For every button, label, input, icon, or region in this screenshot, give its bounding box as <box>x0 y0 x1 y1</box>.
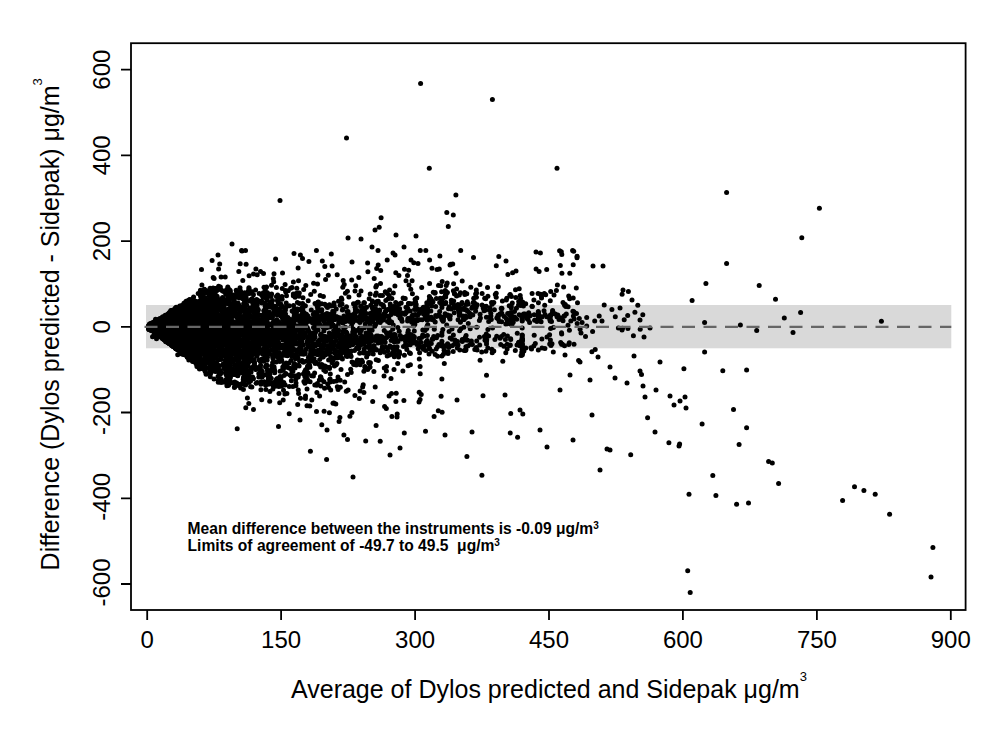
svg-text:Average of Dylos predicted and: Average of Dylos predicted and Sidepak μ… <box>291 669 807 703</box>
svg-text:600: 600 <box>88 50 115 90</box>
svg-text:900: 900 <box>931 626 971 653</box>
svg-text:Limits of agreement of -49.7 t: Limits of agreement of -49.7 to 49.5 μg/… <box>188 537 501 554</box>
svg-text:-200: -200 <box>88 387 115 435</box>
svg-text:-400: -400 <box>88 473 115 521</box>
svg-text:450: 450 <box>529 626 569 653</box>
svg-text:200: 200 <box>88 221 115 261</box>
svg-text:400: 400 <box>88 135 115 175</box>
svg-text:-600: -600 <box>88 558 115 606</box>
svg-text:150: 150 <box>261 626 301 653</box>
svg-text:300: 300 <box>395 626 435 653</box>
svg-text:0: 0 <box>141 626 154 653</box>
svg-text:0: 0 <box>88 320 115 333</box>
svg-text:Mean difference between the in: Mean difference between the instruments … <box>188 520 600 537</box>
svg-text:600: 600 <box>663 626 703 653</box>
svg-text:750: 750 <box>797 626 837 653</box>
svg-text:Difference (Dylos predicted -: Difference (Dylos predicted - Sidepak) μ… <box>30 78 64 570</box>
